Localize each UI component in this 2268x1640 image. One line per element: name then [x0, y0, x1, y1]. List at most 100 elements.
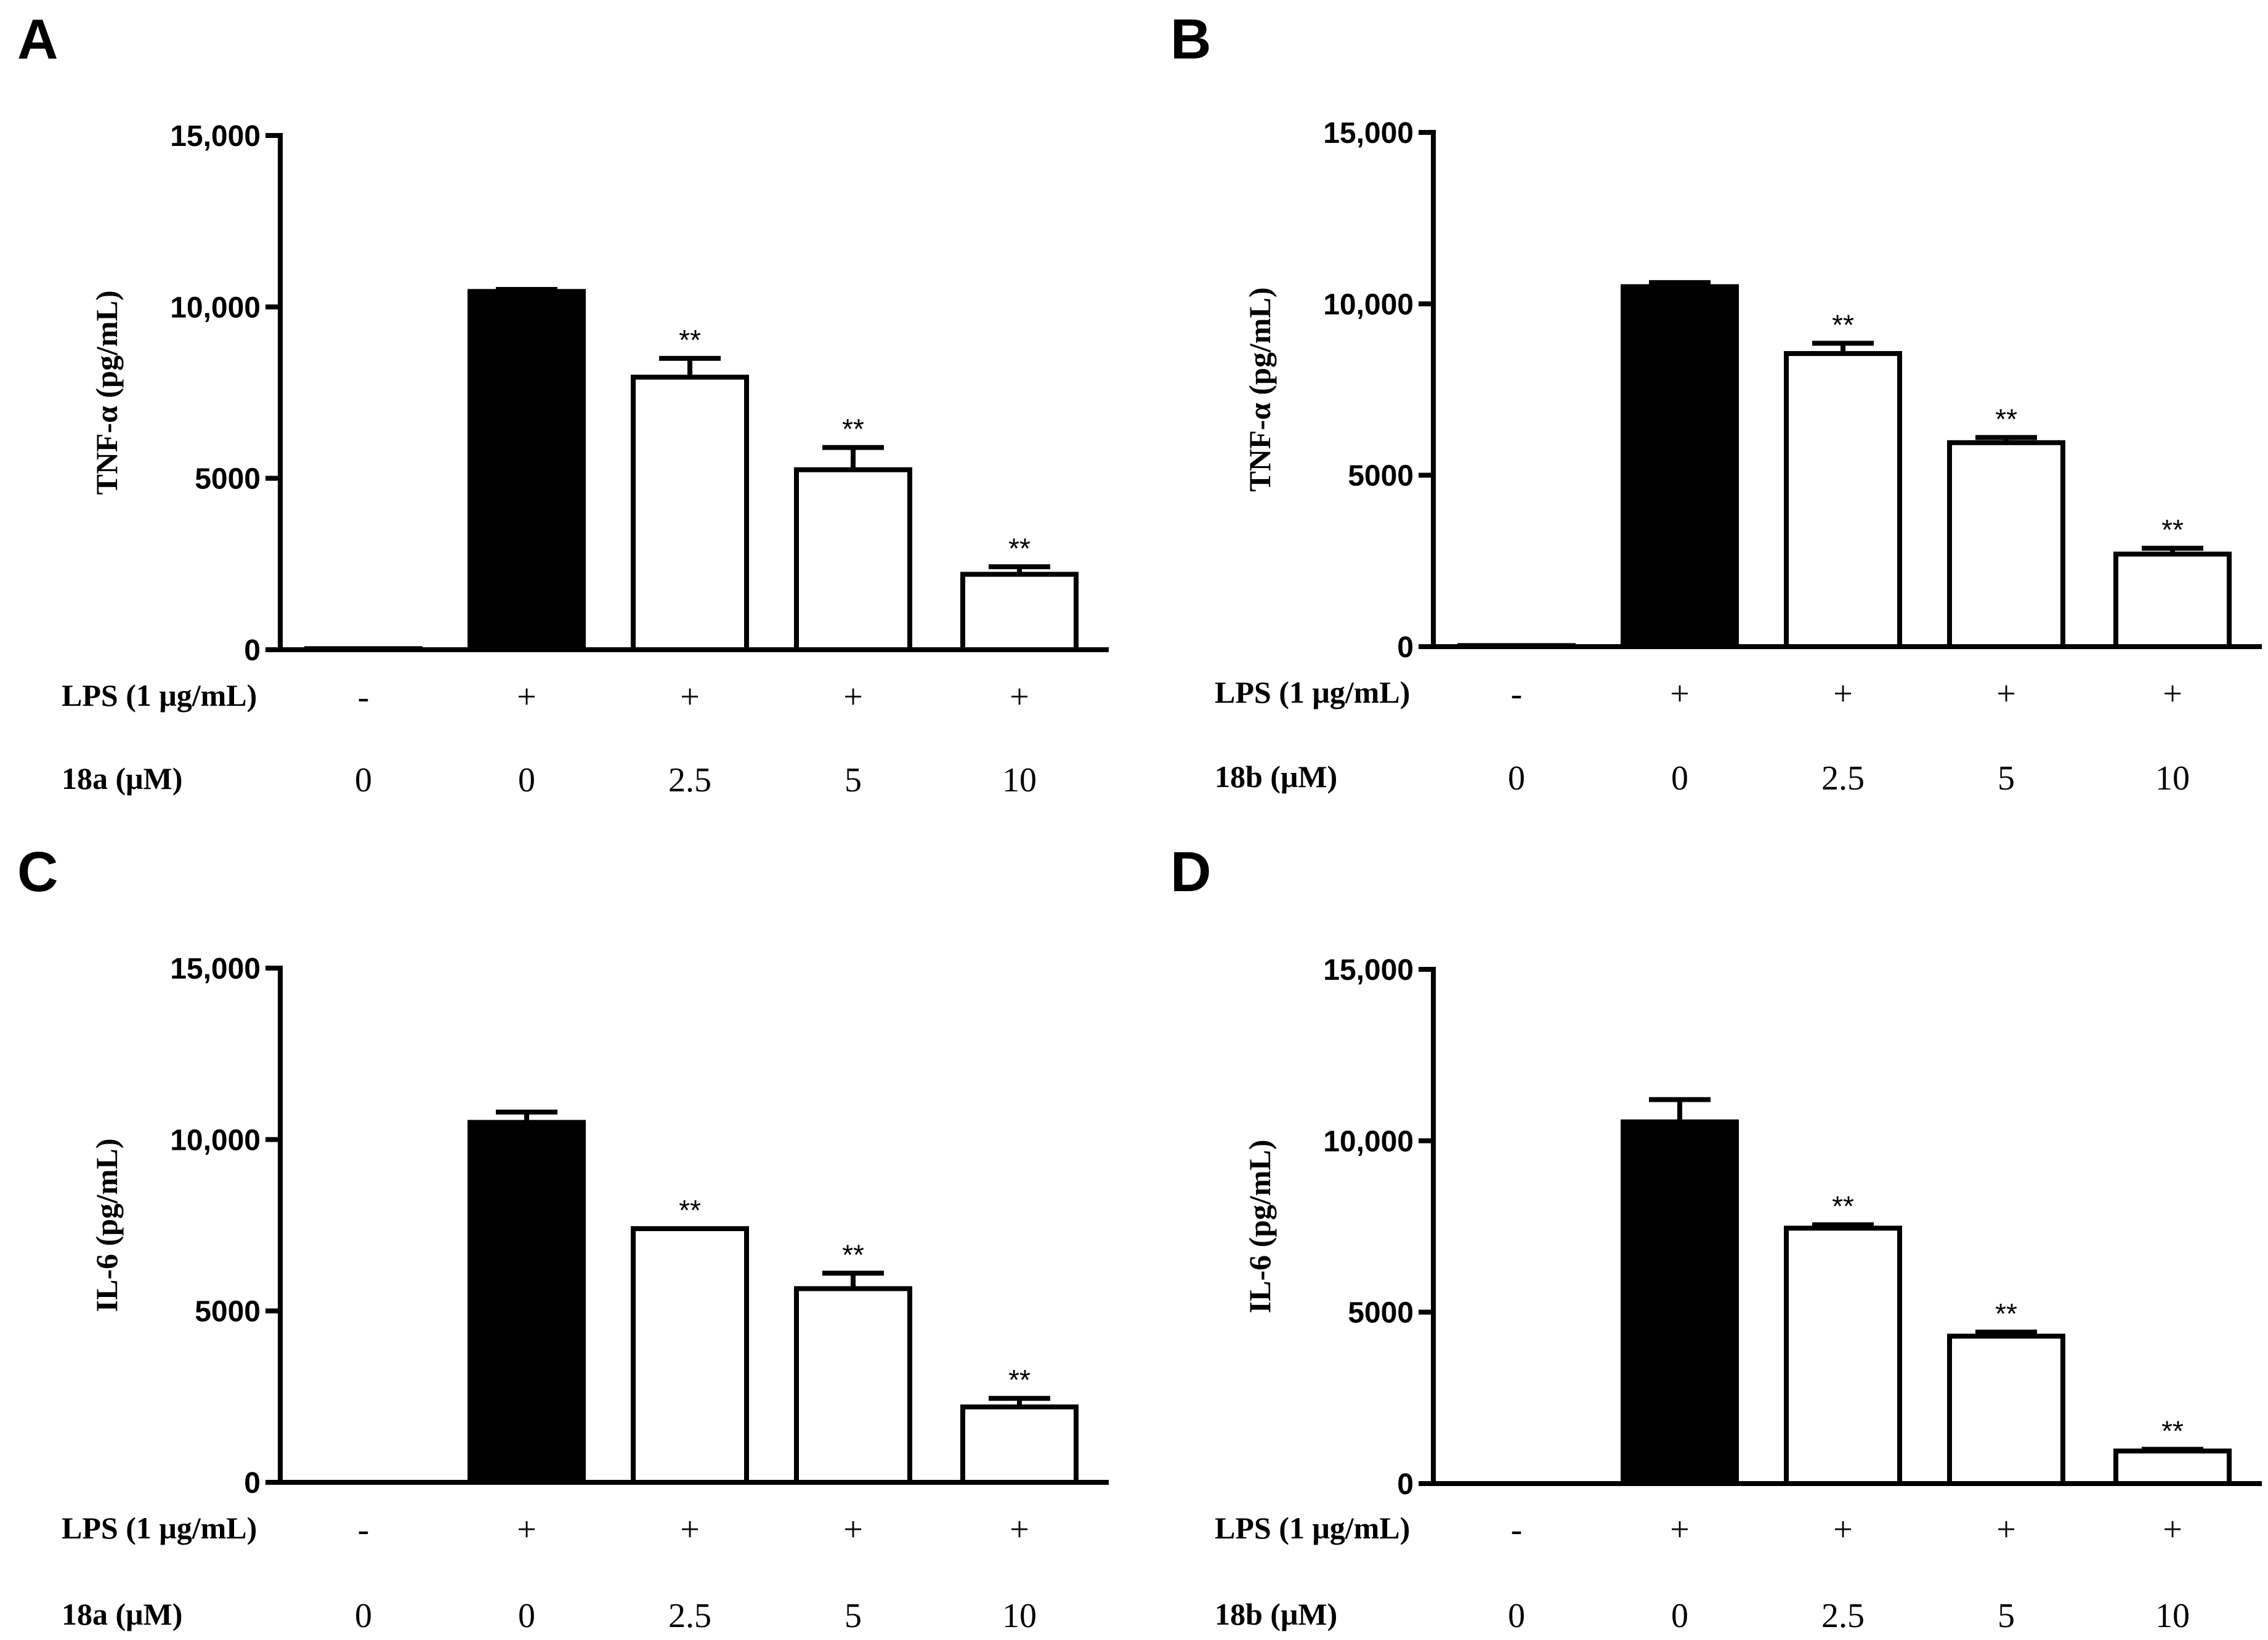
- lps-condition-value: +: [843, 1511, 863, 1549]
- lps-row-label: LPS (1 μg/mL): [1215, 675, 1410, 709]
- significance-label: **: [1008, 532, 1031, 564]
- compound-dose-value: 0: [355, 1597, 372, 1635]
- panel-letter-D: D: [1170, 841, 1211, 903]
- compound-row-label: 18b (μM): [1215, 1597, 1337, 1631]
- lps-condition-value: +: [517, 678, 537, 716]
- lps-condition-value: +: [1833, 1511, 1853, 1549]
- bar-5: [2113, 551, 2232, 650]
- compound-dose-value: 2.5: [1821, 759, 1865, 798]
- compound-dose-value: 10: [1002, 1597, 1037, 1635]
- bar-5: [960, 572, 1079, 652]
- bar-2: [1621, 284, 1739, 649]
- significance-label: **: [842, 413, 864, 445]
- lps-row-label: LPS (1 μg/mL): [62, 1511, 257, 1545]
- y-tick-label: 5000: [195, 463, 261, 496]
- bar-1: [304, 646, 423, 652]
- panel-D: D 0 5000 10,000 15,000 IL-6 (pg/mL) ** ** ** LPS …: [1170, 841, 2262, 1635]
- compound-dose-value: 2.5: [668, 761, 711, 799]
- compound-row-label: 18a (μM): [62, 1597, 182, 1631]
- y-tick-label: 10,000: [1323, 288, 1414, 321]
- lps-condition-value: +: [1833, 675, 1853, 713]
- lps-condition-value: +: [2163, 1511, 2182, 1549]
- significance-label: **: [1832, 1190, 1854, 1222]
- panel-letter-C: C: [17, 841, 58, 903]
- y-tick-label: 0: [244, 634, 261, 667]
- bar-4: [1947, 440, 2065, 649]
- panel-A: A 0 5000 10,000 15,000 TNF-α (pg/mL) ** ** ** LPS…: [17, 8, 1109, 799]
- bar-2: [468, 289, 586, 652]
- panel-letter-B: B: [1170, 8, 1211, 71]
- bar-3: [1784, 351, 1902, 649]
- y-tick-label: 5000: [1348, 460, 1414, 493]
- bar-1: [1457, 643, 1576, 649]
- compound-dose-value: 5: [844, 761, 862, 799]
- lps-condition-value: -: [1511, 675, 1523, 713]
- lps-condition-value: +: [1010, 678, 1029, 716]
- compound-dose-value: 0: [518, 761, 535, 799]
- significance-label: **: [679, 1194, 701, 1226]
- compound-row-label: 18a (μM): [62, 761, 182, 796]
- bar-2: [1621, 1119, 1739, 1486]
- panel-C: C 0 5000 10,000 15,000 IL-6 (pg/mL) ** ** ** LPS …: [17, 841, 1109, 1635]
- y-tick-label: 10,000: [1323, 1125, 1414, 1158]
- compound-dose-value: 0: [1508, 759, 1525, 798]
- y-tick-label: 0: [1397, 631, 1414, 664]
- compound-dose-value: 5: [844, 1597, 862, 1635]
- y-tick-label: 5000: [195, 1296, 261, 1328]
- y-axis-title: TNF-α (pg/mL): [89, 290, 124, 495]
- compound-dose-value: 10: [2155, 759, 2190, 798]
- y-tick-label: 15,000: [170, 953, 261, 985]
- panel-letter-A: A: [17, 8, 58, 71]
- lps-condition-value: +: [2163, 675, 2182, 713]
- bar-4: [794, 467, 912, 652]
- significance-label: **: [2161, 1415, 2184, 1447]
- lps-condition-value: +: [680, 678, 700, 716]
- y-tick-label: 15,000: [1323, 117, 1414, 150]
- compound-dose-value: 2.5: [1821, 1597, 1865, 1635]
- lps-condition-value: -: [1511, 1511, 1523, 1549]
- lps-condition-value: +: [1996, 675, 2016, 713]
- significance-label: **: [2161, 514, 2184, 546]
- y-tick-label: 10,000: [170, 1124, 261, 1157]
- significance-label: **: [1995, 403, 2017, 435]
- y-axis-title: TNF-α (pg/mL): [1242, 287, 1277, 491]
- bar-5: [960, 1404, 1079, 1485]
- significance-label: **: [842, 1238, 864, 1270]
- y-tick-label: 15,000: [1323, 954, 1414, 987]
- compound-dose-value: 5: [1998, 759, 2015, 798]
- significance-label: **: [679, 324, 701, 356]
- bar-4: [1947, 1333, 2065, 1487]
- lps-condition-value: -: [358, 678, 370, 716]
- compound-dose-value: 0: [1508, 1597, 1525, 1635]
- bar-3: [631, 374, 749, 652]
- lps-condition-value: +: [1996, 1511, 2016, 1549]
- bar-3: [631, 1226, 749, 1485]
- panel-B: B 0 5000 10,000 15,000 TNF-α (pg/mL) ** ** ** LPS…: [1170, 8, 2262, 798]
- y-axis-title: IL-6 (pg/mL): [89, 1139, 124, 1312]
- compound-dose-value: 0: [355, 761, 372, 799]
- lps-condition-value: +: [517, 1511, 537, 1549]
- compound-dose-value: 5: [1998, 1597, 2015, 1635]
- bar-2: [468, 1120, 586, 1485]
- lps-condition-value: +: [1670, 675, 1690, 713]
- compound-dose-value: 2.5: [668, 1597, 711, 1635]
- lps-condition-value: +: [680, 1511, 700, 1549]
- significance-label: **: [1995, 1298, 2017, 1330]
- y-tick-label: 5000: [1348, 1297, 1414, 1330]
- compound-row-label: 18b (μM): [1215, 759, 1337, 794]
- compound-dose-value: 10: [1002, 761, 1037, 799]
- y-tick-label: 0: [1397, 1468, 1414, 1501]
- y-axis-title: IL-6 (pg/mL): [1242, 1140, 1277, 1314]
- bar-3: [1784, 1226, 1902, 1486]
- y-tick-label: 10,000: [170, 291, 261, 324]
- lps-condition-value: +: [1010, 1511, 1029, 1549]
- compound-dose-value: 0: [1671, 1597, 1688, 1635]
- compound-dose-value: 0: [1671, 759, 1688, 798]
- compound-dose-value: 10: [2155, 1597, 2190, 1635]
- y-tick-label: 15,000: [170, 120, 261, 153]
- lps-condition-value: +: [1670, 1511, 1690, 1549]
- lps-row-label: LPS (1 μg/mL): [62, 678, 257, 713]
- lps-condition-value: +: [843, 678, 863, 716]
- bar-4: [794, 1286, 912, 1485]
